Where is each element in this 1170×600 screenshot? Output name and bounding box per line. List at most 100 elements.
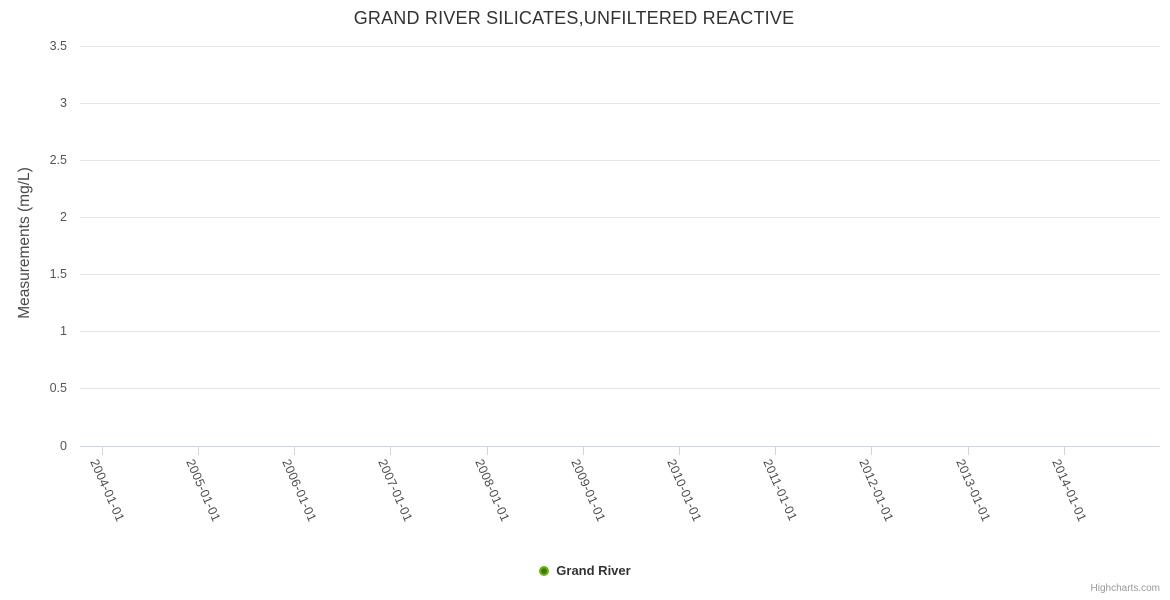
data-point[interactable] [919,222,929,232]
data-point[interactable] [1143,393,1153,403]
data-point[interactable] [755,327,765,337]
data-point[interactable] [598,212,608,222]
data-point[interactable] [520,423,530,433]
data-point[interactable] [1126,82,1136,92]
y-gridline [80,274,1160,276]
data-point[interactable] [1094,385,1104,395]
data-point[interactable] [534,189,544,199]
data-point[interactable] [999,414,1009,424]
data-point[interactable] [926,324,936,334]
x-tick-label: 2011-01-01 [760,456,800,523]
data-point[interactable] [506,253,516,263]
data-point[interactable] [712,410,722,420]
y-tick-label: 2 [60,210,67,225]
data-point[interactable] [91,175,101,185]
data-point[interactable] [694,175,704,185]
data-point[interactable] [622,393,632,403]
data-point[interactable] [563,402,573,412]
data-point[interactable] [631,359,641,369]
y-gridline [80,160,1160,162]
x-tick-label: 2007-01-01 [375,456,416,524]
legend-marker-icon [539,565,550,576]
x-tick [678,445,680,455]
x-tick-label: 2014-01-01 [1048,456,1089,524]
data-point[interactable] [1009,405,1019,415]
data-point[interactable] [431,338,441,348]
x-tick-label: 2008-01-01 [471,456,512,524]
data-point[interactable] [837,348,847,358]
data-point[interactable] [529,431,539,441]
data-point[interactable] [462,378,472,388]
data-point[interactable] [1014,189,1024,199]
data-point[interactable] [1033,358,1043,368]
x-tick [197,445,199,455]
data-point[interactable] [848,115,858,125]
data-point[interactable] [815,393,825,403]
x-tick [390,445,392,455]
y-tick-label: 2.5 [49,153,67,168]
data-point[interactable] [727,351,737,361]
data-point[interactable] [937,338,947,348]
data-point[interactable] [735,301,745,311]
data-point[interactable] [613,427,623,437]
x-tick [294,445,296,455]
y-tick-label: 3 [60,96,67,111]
data-point[interactable] [1138,230,1148,240]
legend-label: Grand River [556,563,631,578]
legend-item-grand-river[interactable]: Grand River [0,563,1170,578]
data-point[interactable] [541,180,551,190]
chart-title: GRAND RIVER SILICATES,UNFILTERED REACTIV… [353,8,795,28]
y-gridline [80,388,1160,390]
x-tick [101,445,103,455]
data-point[interactable] [507,286,517,296]
x-tick-label: 2004-01-01 [86,456,127,524]
x-tick [486,445,488,455]
y-gridline [80,46,1160,47]
x-tick-label: 2012-01-01 [856,456,897,524]
data-point[interactable] [951,219,961,229]
data-point[interactable] [831,335,841,345]
data-point[interactable] [656,369,666,379]
data-point[interactable] [788,216,798,226]
y-axis-title: Measurements (mg/L) [16,167,33,319]
data-point[interactable] [604,256,614,266]
data-point[interactable] [1104,364,1114,374]
data-point[interactable] [445,339,455,349]
data-point[interactable] [646,374,656,384]
data-point[interactable] [903,423,913,433]
highcharts-credit[interactable]: Highcharts.com [1090,583,1160,594]
data-point[interactable] [637,165,647,175]
data-point[interactable] [990,245,1000,255]
data-point[interactable] [407,216,417,226]
data-point[interactable] [947,106,957,116]
x-tick-label: 2005-01-01 [183,456,224,524]
x-tick [967,445,969,455]
y-tick-label: 0 [60,438,67,453]
data-point[interactable] [550,163,560,173]
data-point[interactable] [989,196,999,206]
data-point[interactable] [423,439,433,449]
data-point[interactable] [1089,308,1099,318]
data-point[interactable] [1040,149,1050,159]
y-tick-label: 3.5 [49,39,67,53]
data-point[interactable] [704,438,714,448]
x-tick-label: 2013-01-01 [952,456,993,524]
data-point[interactable] [912,235,922,245]
data-point[interactable] [856,314,866,324]
y-gridline [80,217,1160,219]
data-point[interactable] [1121,272,1131,282]
data-point[interactable] [824,227,834,237]
data-point[interactable] [797,343,807,353]
data-point[interactable] [760,117,770,127]
x-tick [871,445,873,455]
data-point[interactable] [942,403,952,413]
data-point[interactable] [456,421,466,431]
data-point[interactable] [556,365,566,375]
data-point[interactable] [1128,104,1138,114]
y-gridline [80,103,1160,105]
y-tick-label: 1 [60,324,67,339]
x-tick [582,445,584,455]
data-point[interactable] [665,405,675,415]
data-point[interactable] [721,373,731,383]
